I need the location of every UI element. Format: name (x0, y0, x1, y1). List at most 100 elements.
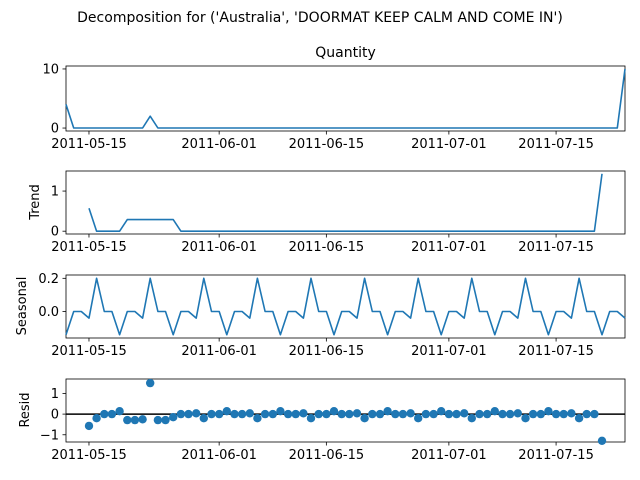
resid-point (306, 414, 316, 423)
resid-point (521, 414, 530, 423)
resid-point (237, 409, 247, 419)
y-tick-label: −1 (40, 428, 59, 443)
resid-point (276, 407, 285, 416)
resid-point (574, 414, 584, 423)
x-tick-label: 2011-06-01 (181, 137, 257, 152)
y-tick-label: 0.0 (38, 305, 59, 320)
resid-plot: 2011-05-15 2011-06-01 2011-06-15 2011-07-01… (40, 378, 626, 463)
resid-point (429, 409, 438, 419)
x-tick-label: 2011-06-15 (289, 448, 365, 463)
resid-point (383, 407, 392, 416)
x-tick-label: 2011-07-15 (518, 137, 594, 152)
y-tick-label: 0 (51, 225, 59, 240)
resid-point (299, 409, 308, 418)
resid-point (528, 409, 538, 419)
quantity-series-line (65, 68, 626, 129)
trend-plot: 2011-05-15 2011-06-01 2011-06-15 2011-07-01… (51, 170, 626, 255)
x-tick-label: 2011-05-15 (51, 344, 127, 359)
y-tick-label: 1 (51, 387, 59, 402)
y-tick-label: 0 (51, 122, 59, 137)
resid-point (215, 409, 224, 419)
resid-point (597, 436, 607, 445)
axes-frame (65, 65, 626, 132)
resid-point (153, 415, 163, 425)
resid-point (437, 407, 446, 416)
resid-point (146, 378, 155, 388)
x-tick-label: 2011-06-01 (181, 448, 257, 463)
resid-point (467, 414, 476, 423)
resid-point (398, 409, 408, 419)
resid-point (161, 415, 170, 425)
resid-point (192, 409, 201, 418)
resid-point (391, 409, 400, 419)
resid-point (107, 409, 117, 419)
resid-point (337, 409, 346, 419)
resid-point (505, 409, 515, 419)
axes-frame (65, 378, 626, 443)
y-tick-label: 10 (42, 62, 59, 77)
resid-point (283, 409, 293, 419)
resid-point (475, 409, 484, 419)
y-tick-label: 1 (51, 185, 59, 200)
seasonal-series-line (65, 277, 626, 336)
x-tick-label: 2011-05-15 (51, 240, 127, 255)
x-tick-label: 2011-06-01 (181, 240, 257, 255)
resid-point (253, 414, 262, 423)
figure-suptitle: Decomposition for ('Australia', 'DOORMAT… (77, 10, 563, 26)
resid-point (329, 407, 339, 416)
resid-panel-ylabel: Resid (18, 392, 33, 427)
resid-point (544, 407, 553, 416)
resid-point (498, 409, 507, 419)
x-tick-label: 2011-06-01 (181, 344, 257, 359)
resid-point (230, 409, 239, 419)
y-tick-label: 0 (51, 408, 59, 423)
resid-point (322, 409, 331, 419)
resid-point (260, 409, 270, 419)
resid-point (199, 414, 208, 423)
resid-point (582, 409, 591, 419)
axes-frame (65, 170, 626, 235)
resid-panel: Resid 2011-05-15 2011-06-01 2011-06-15 2011… (18, 378, 626, 463)
x-tick-label: 2011-06-15 (289, 344, 365, 359)
resid-point (368, 409, 377, 419)
resid-point (360, 414, 369, 423)
x-tick-label: 2011-05-15 (51, 137, 127, 152)
x-tick-label: 2011-05-15 (51, 448, 127, 463)
resid-point (559, 409, 568, 419)
resid-point (513, 409, 522, 418)
resid-point (375, 409, 385, 419)
resid-point (291, 409, 300, 419)
resid-point (567, 409, 576, 418)
resid-point (84, 421, 94, 431)
quantity-plot: 2011-05-15 2011-06-01 2011-06-15 2011-07-01… (42, 62, 626, 152)
resid-point (92, 414, 101, 423)
x-tick-label: 2011-07-01 (411, 344, 487, 359)
resid-point (352, 409, 362, 418)
quantity-panel-title: Quantity (315, 45, 376, 61)
resid-point (207, 409, 216, 419)
x-tick-label: 2011-07-15 (518, 344, 594, 359)
x-tick-label: 2011-07-01 (411, 137, 487, 152)
resid-point (551, 409, 561, 419)
resid-point (345, 409, 354, 419)
resid-point (123, 415, 132, 425)
resid-point (115, 407, 124, 416)
resid-point (483, 409, 492, 419)
resid-point (184, 409, 193, 419)
resid-point (268, 409, 277, 419)
seasonal-panel: Seasonal 2011-05-15 2011-06-01 2011-06-15 2… (15, 272, 626, 359)
seasonal-panel-ylabel: Seasonal (15, 277, 30, 336)
resid-point (100, 409, 109, 419)
resid-point (138, 415, 147, 424)
resid-point (414, 414, 423, 423)
resid-point (245, 409, 254, 418)
resid-point (421, 409, 431, 419)
quantity-panel: Quantity 2011-05-15 2011-06-01 2011-06-15 2… (42, 45, 626, 152)
resid-point (590, 409, 599, 419)
resid-point (406, 409, 415, 418)
trend-panel: Trend 2011-05-15 2011-06-01 2011-06-15 2011… (28, 170, 626, 255)
resid-point (222, 407, 231, 416)
x-tick-label: 2011-06-15 (289, 240, 365, 255)
